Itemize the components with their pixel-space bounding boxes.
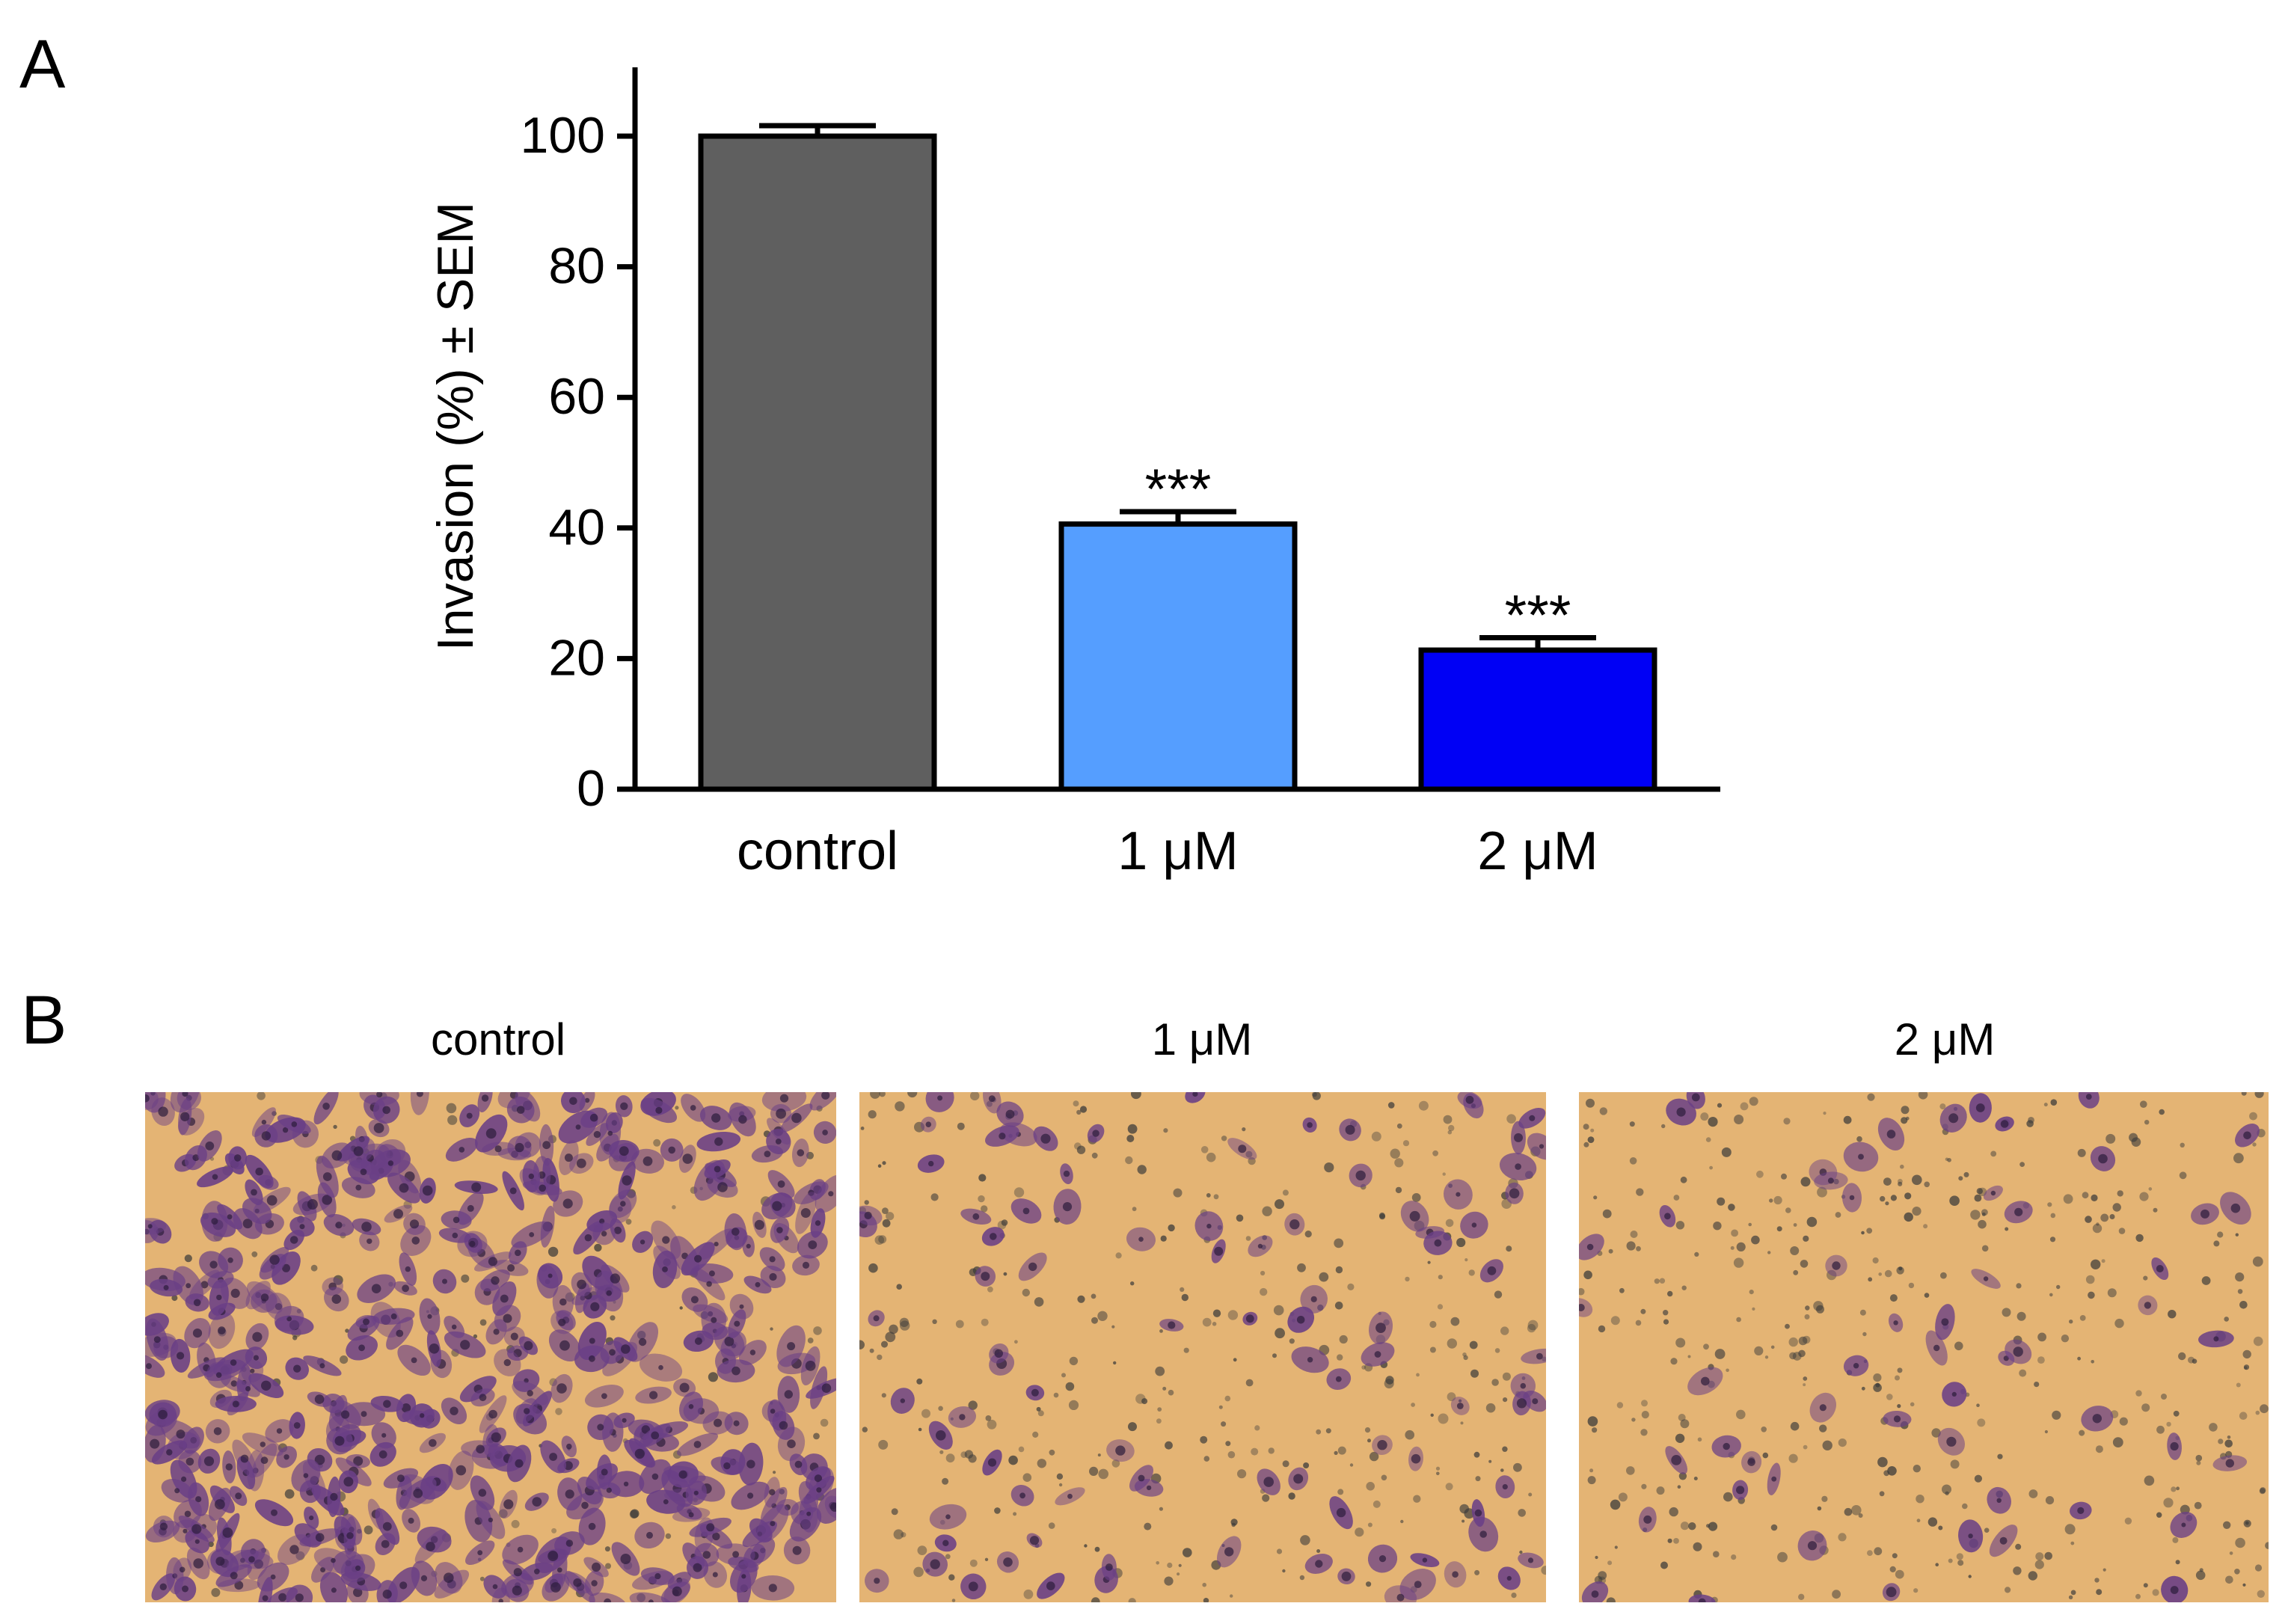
y-tick-label: 60 [548,368,605,425]
bar-2 [1418,647,1657,792]
panel-label-b: B [21,982,67,1058]
micrograph-label-2um: 2 μM [1894,1014,1996,1064]
x-tick-label: control [737,821,898,881]
micrograph-control [145,1092,836,1602]
x-tick-label: 2 μM [1477,821,1598,881]
micrograph-label-control: control [430,1014,566,1064]
y-tick-label: 0 [577,760,605,817]
y-axis-label: Invasion (%) ± SEM [427,202,484,651]
micrograph-label-1um: 1 μM [1151,1014,1253,1064]
significance-label: *** [1505,583,1571,647]
y-tick-label: 80 [548,238,605,295]
micrograph-2um [1579,1092,2269,1602]
bar-0 [698,133,937,792]
bar-chart: 0 20 40 60 80 100 Invasion (%) ± SEM control **… [427,67,1720,881]
chart-bars: control *** 1 μM *** 2 μM [698,123,1657,881]
significance-label: *** [1145,458,1212,521]
y-tick-label: 20 [548,629,605,686]
x-tick-label: 1 μM [1117,821,1239,881]
y-tick-label: 100 [521,107,605,164]
bar-1 [1058,521,1298,792]
panel-label-a: A [19,26,66,102]
micrograph-1um [859,1092,1546,1602]
y-tick-label: 40 [548,499,605,556]
